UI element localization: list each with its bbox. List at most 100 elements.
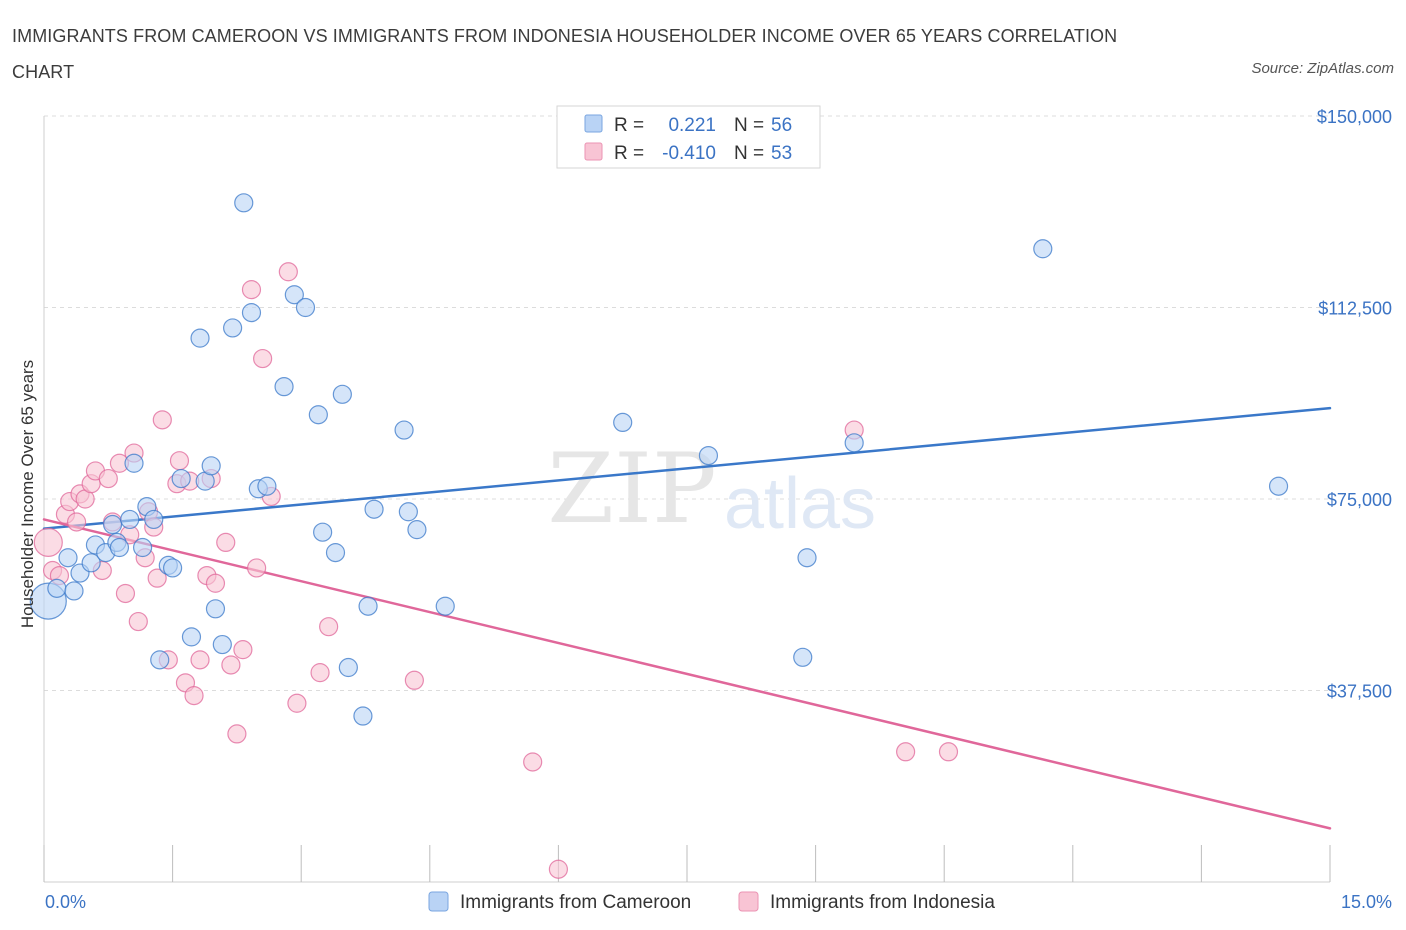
legend-r-value-cameroon: 0.221	[668, 115, 716, 136]
data-point	[190, 650, 210, 670]
data-point	[144, 509, 164, 530]
data-point	[325, 543, 346, 563]
data-point	[163, 558, 183, 578]
y-tick-labels: $37,500 $75,000 $112,500 $150,000	[1317, 107, 1392, 702]
data-point	[223, 318, 243, 338]
x-tick-label-min: 0.0%	[45, 892, 86, 912]
legend-r-label-cameroon: R =	[614, 115, 644, 136]
series-legend-label-indonesia: Immigrants from Indonesia	[770, 892, 995, 913]
data-point	[278, 262, 298, 282]
y-axis-label: Householder Income Over 65 years	[18, 360, 37, 628]
data-point	[523, 752, 543, 772]
data-point	[169, 451, 190, 471]
axes	[43, 116, 1331, 883]
data-point	[435, 596, 455, 616]
data-point	[120, 509, 140, 530]
legend-swatch-cameroon	[584, 114, 603, 133]
data-point	[394, 420, 414, 440]
series-cameroon-points	[29, 193, 1289, 726]
legend-r-label-indonesia: R =	[614, 143, 644, 164]
data-point	[364, 499, 384, 519]
data-point	[353, 706, 373, 726]
data-point	[98, 468, 118, 489]
data-point	[319, 617, 339, 637]
data-point	[147, 568, 167, 588]
y-tick-label: $112,500	[1318, 299, 1392, 319]
y-tick-label: $150,000	[1317, 107, 1392, 127]
legend-n-value-indonesia: 53	[771, 143, 792, 164]
data-point	[313, 522, 333, 542]
data-point	[793, 647, 813, 667]
series-legend-swatch-indonesia	[738, 891, 759, 912]
data-point	[233, 640, 253, 660]
data-point	[332, 384, 352, 404]
data-point	[124, 453, 144, 473]
data-point	[64, 581, 84, 601]
data-point	[253, 348, 273, 369]
data-point	[150, 650, 170, 670]
legend-r-value-indonesia: -0.410	[662, 143, 716, 164]
legend-n-value-cameroon: 56	[771, 115, 792, 136]
data-point	[310, 663, 330, 683]
data-point	[241, 303, 262, 323]
watermark-zip: ZIP	[547, 433, 716, 545]
legend-n-label-cameroon: N =	[734, 115, 764, 136]
data-point	[295, 297, 316, 318]
data-point	[128, 611, 148, 632]
data-point	[102, 514, 123, 535]
data-point	[109, 537, 130, 558]
watermark-atlas: atlas	[724, 464, 876, 544]
chart-source: Source: ZipAtlas.com	[1251, 60, 1394, 77]
data-point	[171, 468, 191, 489]
data-point	[33, 527, 63, 558]
data-point	[308, 405, 328, 425]
data-point	[181, 627, 202, 647]
data-point	[190, 328, 210, 348]
data-point	[227, 724, 247, 744]
data-point	[216, 532, 236, 553]
data-point	[234, 193, 254, 213]
data-point	[152, 410, 172, 430]
data-point	[221, 655, 241, 675]
data-point	[1268, 476, 1289, 496]
watermark: ZIP atlas	[547, 433, 876, 545]
y-tick-label: $37,500	[1327, 682, 1392, 702]
data-point	[115, 583, 136, 604]
data-point	[132, 537, 153, 558]
stats-legend: R = 0.221 N = 56 R = -0.410 N = 53	[556, 105, 821, 169]
y-tick-label: $75,000	[1327, 490, 1392, 510]
data-point	[797, 548, 817, 568]
chart-title: IMMIGRANTS FROM CAMEROON VS IMMIGRANTS F…	[12, 26, 1118, 82]
series-legend-label-cameroon: Immigrants from Cameroon	[460, 892, 691, 913]
data-point	[201, 456, 221, 476]
data-point	[205, 573, 226, 593]
legend-n-label-indonesia: N =	[734, 143, 764, 164]
data-point	[844, 433, 864, 453]
data-point	[407, 520, 427, 540]
data-point	[274, 377, 294, 397]
data-point	[81, 553, 101, 573]
data-point	[58, 548, 78, 568]
trend-line-indonesia	[42, 518, 1332, 830]
data-point	[47, 578, 67, 598]
x-tick-label-max: 15.0%	[1341, 892, 1392, 912]
data-point	[287, 693, 307, 713]
series-legend: Immigrants from Cameroon Immigrants from…	[428, 891, 995, 913]
legend-swatch-indonesia	[584, 142, 603, 161]
data-point	[284, 285, 304, 305]
data-point	[404, 670, 424, 690]
data-point	[338, 657, 358, 678]
data-point	[205, 599, 226, 619]
data-point	[698, 445, 719, 466]
data-point	[212, 634, 232, 655]
data-point	[247, 558, 267, 578]
data-point	[548, 859, 569, 879]
data-point	[358, 596, 378, 616]
data-point	[257, 476, 277, 496]
data-point	[398, 502, 418, 522]
trend-line-cameroon	[42, 406, 1332, 530]
series-legend-swatch-cameroon	[428, 891, 449, 912]
data-point	[66, 512, 87, 532]
data-point	[896, 742, 916, 762]
